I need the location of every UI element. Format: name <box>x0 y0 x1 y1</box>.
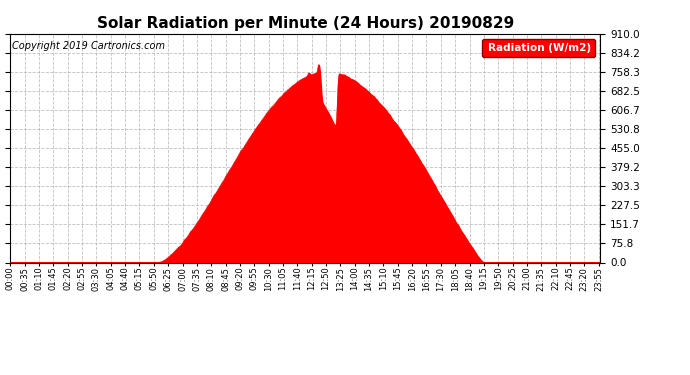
Title: Solar Radiation per Minute (24 Hours) 20190829: Solar Radiation per Minute (24 Hours) 20… <box>97 16 514 31</box>
Text: Copyright 2019 Cartronics.com: Copyright 2019 Cartronics.com <box>12 40 164 51</box>
Legend: Radiation (W/m2): Radiation (W/m2) <box>482 39 595 57</box>
